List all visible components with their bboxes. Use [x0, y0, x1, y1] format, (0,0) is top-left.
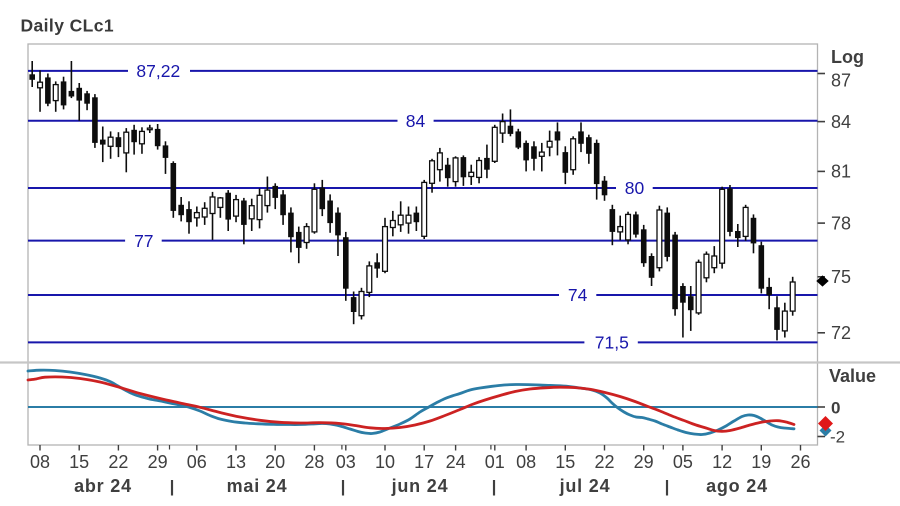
- svg-text:24: 24: [446, 452, 466, 472]
- svg-text:12: 12: [712, 452, 732, 472]
- svg-text:Log: Log: [831, 47, 864, 67]
- svg-text:mai 24: mai 24: [227, 476, 288, 496]
- svg-text:ago 24: ago 24: [706, 476, 768, 496]
- svg-text:jun 24: jun 24: [391, 476, 449, 496]
- svg-text:10: 10: [375, 452, 395, 472]
- svg-text:29: 29: [148, 452, 168, 472]
- svg-text:15: 15: [555, 452, 575, 472]
- svg-text:84: 84: [831, 112, 851, 132]
- svg-text:17: 17: [414, 452, 434, 472]
- svg-text:08: 08: [30, 452, 50, 472]
- svg-text:0: 0: [831, 399, 840, 418]
- svg-text:Daily CLc1: Daily CLc1: [21, 16, 114, 36]
- svg-text:22: 22: [108, 452, 128, 472]
- svg-text:80: 80: [625, 178, 645, 198]
- svg-text:87: 87: [831, 71, 851, 91]
- svg-text:13: 13: [226, 452, 246, 472]
- svg-text:78: 78: [831, 213, 851, 233]
- svg-text:01: 01: [485, 452, 505, 472]
- svg-text:22: 22: [594, 452, 614, 472]
- svg-text:87,22: 87,22: [136, 61, 180, 81]
- svg-text:26: 26: [790, 452, 810, 472]
- svg-text:28: 28: [304, 452, 324, 472]
- svg-text:Value: Value: [829, 366, 876, 386]
- svg-text:15: 15: [69, 452, 89, 472]
- svg-text:77: 77: [134, 231, 153, 251]
- svg-text:29: 29: [634, 452, 654, 472]
- svg-text:19: 19: [751, 452, 771, 472]
- svg-text:71,5: 71,5: [595, 333, 629, 353]
- svg-text:81: 81: [831, 162, 851, 182]
- svg-text:|: |: [170, 477, 175, 496]
- svg-text:03: 03: [336, 452, 356, 472]
- svg-text:|: |: [665, 477, 670, 496]
- svg-text:05: 05: [673, 452, 693, 472]
- svg-text:jul 24: jul 24: [559, 476, 611, 496]
- svg-text:75: 75: [831, 267, 851, 287]
- svg-text:06: 06: [187, 452, 207, 472]
- svg-text:-2: -2: [830, 428, 845, 447]
- svg-text:|: |: [492, 477, 497, 496]
- svg-text:84: 84: [406, 111, 426, 131]
- svg-text:20: 20: [265, 452, 285, 472]
- svg-text:08: 08: [516, 452, 536, 472]
- svg-text:abr 24: abr 24: [74, 476, 132, 496]
- svg-text:72: 72: [831, 323, 851, 343]
- svg-text:|: |: [341, 477, 346, 496]
- svg-text:74: 74: [568, 285, 588, 305]
